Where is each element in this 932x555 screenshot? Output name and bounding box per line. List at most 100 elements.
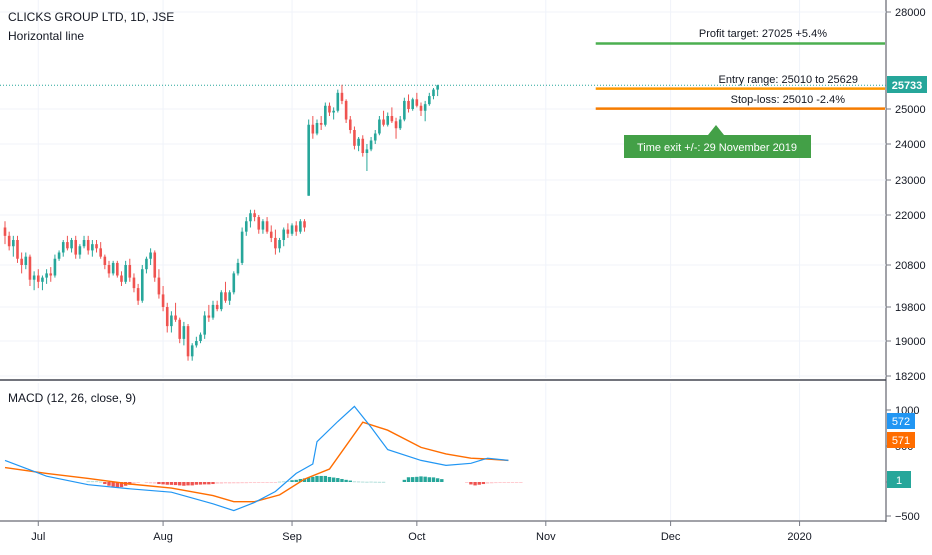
candle [74, 235, 78, 259]
candle [319, 116, 323, 130]
macd-hist-bar [323, 475, 328, 482]
candle-body [415, 99, 419, 106]
candle-body [236, 262, 240, 274]
candle-body [53, 258, 57, 276]
candle-body [436, 85, 439, 90]
candle-body [211, 304, 215, 318]
candle-body [20, 258, 23, 265]
candle-body [95, 244, 98, 249]
macd-hist-bar [248, 482, 253, 484]
candle [265, 217, 269, 234]
candle-body [403, 100, 406, 120]
macd-hist-bar [119, 482, 124, 488]
candle [344, 99, 348, 123]
macd-hist-bar [169, 482, 174, 485]
candle [70, 237, 73, 253]
macd-hist-bar [431, 477, 436, 482]
candle-body [373, 133, 377, 141]
candle [382, 110, 385, 127]
macd-hist-bar [298, 478, 303, 482]
candle-body [307, 124, 310, 196]
candle [165, 302, 169, 333]
candle-body [74, 240, 78, 255]
x-tick-label: Jul [31, 531, 45, 543]
candle-body [207, 315, 211, 318]
candle [7, 231, 11, 251]
candle-body [57, 252, 61, 259]
candle-body [432, 89, 435, 97]
candle [274, 229, 277, 255]
macd-y-tick-label: −500 [895, 511, 920, 523]
grid-layer [0, 0, 887, 522]
candle-body [7, 235, 11, 247]
macd-hist-bar [514, 482, 519, 483]
macd-hist-bar [244, 482, 248, 484]
macd-hist-bar [423, 476, 427, 482]
candle [299, 219, 302, 234]
candle-body [116, 262, 119, 276]
hist-badge: 1 [887, 471, 911, 488]
macd-hist-bar [498, 482, 502, 483]
candle-body [315, 123, 319, 134]
time-exit-callout[interactable]: Time exit +/-: 29 November 2019 [624, 125, 811, 158]
candle [120, 271, 123, 286]
y-tick-label: 23000 [895, 175, 926, 187]
stop-loss-label: Stop-loss: 25010 -2.4% [731, 94, 846, 106]
candle [407, 94, 410, 113]
candle [170, 311, 173, 333]
candle [348, 116, 352, 134]
macd-hist-bar [273, 482, 278, 483]
drawing-tool-label[interactable]: Horizontal line [8, 29, 84, 43]
candle-body [28, 256, 32, 280]
candle-body [103, 256, 107, 265]
macd-hist-bar [481, 482, 486, 485]
candle [53, 254, 57, 278]
candle [161, 286, 165, 312]
macd-hist-bar [402, 479, 407, 482]
candles-layer [3, 84, 439, 361]
macd-hist-bar [369, 481, 373, 483]
candle [186, 324, 190, 361]
candle [211, 300, 215, 320]
macd-hist-bar [190, 482, 194, 486]
candle [236, 258, 240, 276]
candle [107, 260, 111, 278]
candle-body [282, 229, 286, 240]
levels-layer [0, 42, 886, 110]
macd-hist-bar [257, 482, 261, 483]
macd-hist-bar [236, 482, 240, 484]
x-tick-label: Nov [536, 531, 556, 543]
macd-hist-bar [132, 482, 136, 484]
candle-body [128, 265, 132, 278]
candle [140, 265, 144, 303]
macd-hist-bar [510, 482, 515, 483]
candle [290, 223, 294, 236]
macd-hist-bar [107, 482, 111, 486]
macd-hist-bar [490, 482, 494, 484]
candle [12, 235, 15, 257]
candle-body [41, 277, 44, 282]
candle [111, 260, 115, 276]
candle [61, 240, 65, 257]
macd-hist-bar [277, 481, 282, 483]
macd-hist-bar [194, 482, 199, 485]
macd-hist-bar [311, 476, 315, 482]
candle-body [382, 119, 385, 125]
macd-hist-bar [302, 478, 307, 482]
candle-body [361, 138, 365, 153]
candle [357, 137, 360, 152]
candle-body [124, 265, 127, 282]
candle-body [32, 275, 36, 280]
candle-body [265, 221, 269, 232]
candle-body [220, 292, 223, 310]
candle-body [398, 119, 402, 129]
candle-body [66, 242, 69, 249]
candle [278, 237, 281, 253]
macd-hist-bar [86, 481, 90, 483]
candle-body [328, 105, 331, 113]
candle-body [170, 315, 173, 327]
chart-title: CLICKS GROUP LTD, 1D, JSE [8, 10, 174, 24]
candle-body [157, 277, 161, 295]
candle-body [311, 124, 315, 134]
